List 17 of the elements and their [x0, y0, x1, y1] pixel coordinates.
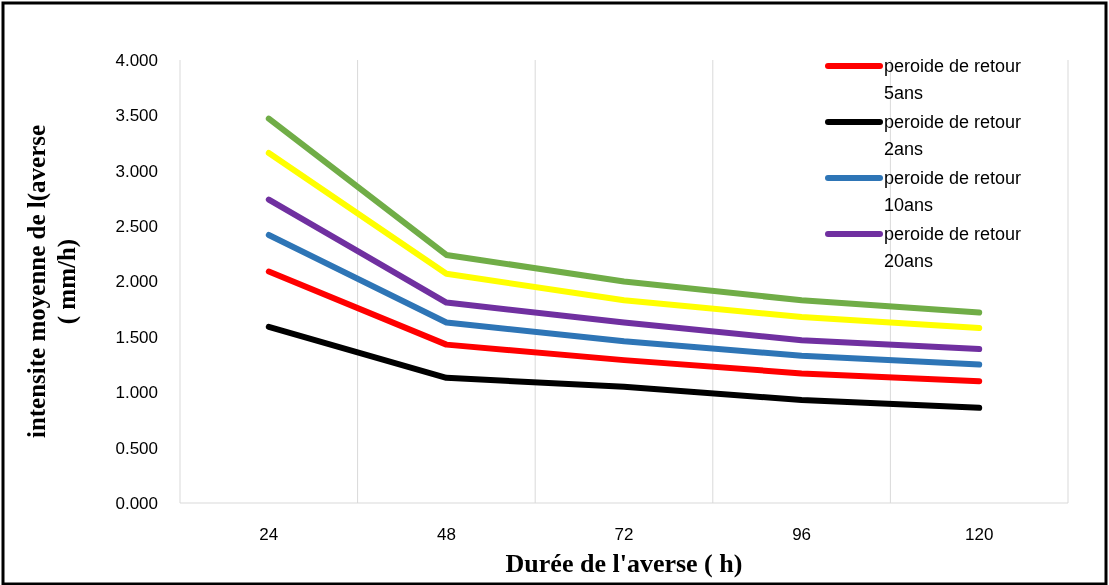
x-tick-label: 48 — [436, 525, 456, 544]
y-tick-label: 1.500 — [115, 327, 158, 347]
y-tick-label: 3.500 — [115, 106, 158, 126]
legend-label: peroide de retour 20ans — [884, 224, 1022, 272]
y-tick-label: 2.500 — [115, 217, 158, 237]
y-tick-label: 3.000 — [115, 161, 158, 181]
y-axis-title: intensite moyenne de l(averse ( mm/h) — [23, 124, 81, 439]
x-tick-label: 72 — [614, 525, 634, 544]
x-tick-label: 96 — [792, 525, 812, 544]
x-tick-label: 120 — [965, 525, 994, 544]
x-axis-title: Durée de l'averse ( h) — [505, 549, 743, 578]
y-tick-label: 2.000 — [115, 272, 158, 292]
x-tick-label: 24 — [259, 525, 279, 544]
y-tick-label: 4.000 — [115, 50, 158, 70]
y-tick-label: 0.500 — [115, 438, 158, 458]
y-tick-label: 1.000 — [115, 383, 158, 403]
y-tick-label: 0.000 — [115, 493, 158, 513]
